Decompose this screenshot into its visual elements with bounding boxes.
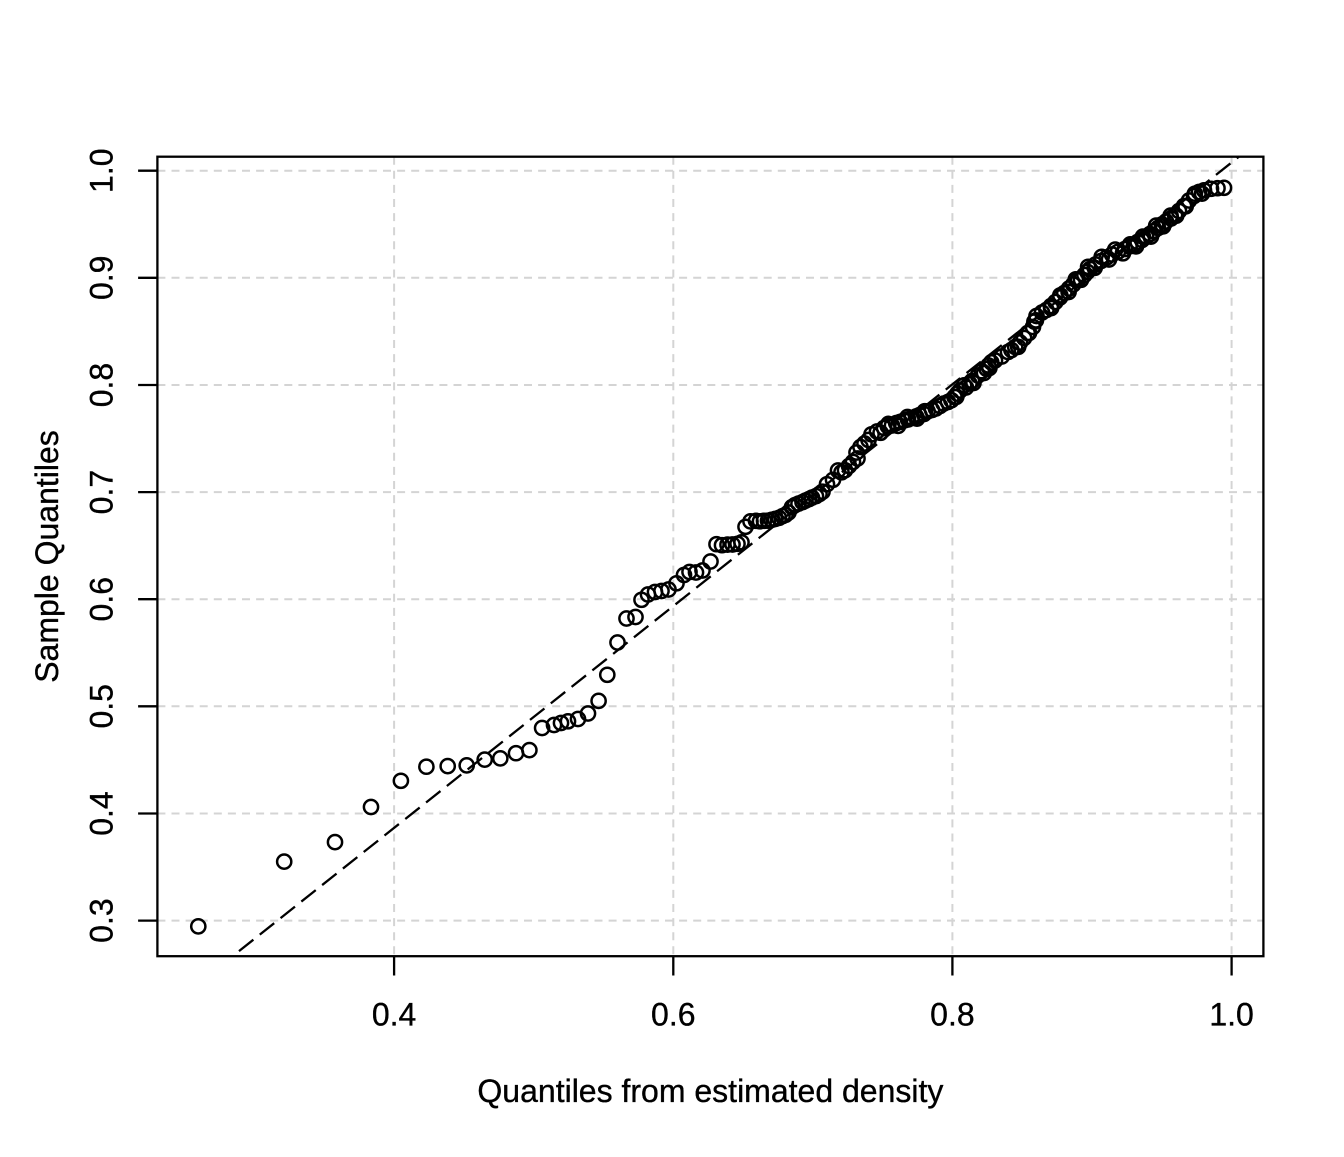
svg-text:0.8: 0.8 [930,997,974,1033]
svg-text:Quantiles from estimated densi: Quantiles from estimated density [477,1073,943,1109]
svg-text:Sample Quantiles: Sample Quantiles [29,430,65,683]
svg-text:0.6: 0.6 [651,997,695,1033]
svg-text:0.6: 0.6 [84,577,120,621]
svg-text:0.4: 0.4 [84,791,120,835]
svg-text:0.5: 0.5 [84,684,120,728]
svg-text:0.4: 0.4 [372,997,416,1033]
svg-text:0.9: 0.9 [84,256,120,300]
svg-text:0.3: 0.3 [84,898,120,942]
svg-text:1.0: 1.0 [1209,997,1253,1033]
svg-text:1.0: 1.0 [84,148,120,192]
svg-text:0.8: 0.8 [84,363,120,407]
svg-text:0.7: 0.7 [84,470,120,514]
